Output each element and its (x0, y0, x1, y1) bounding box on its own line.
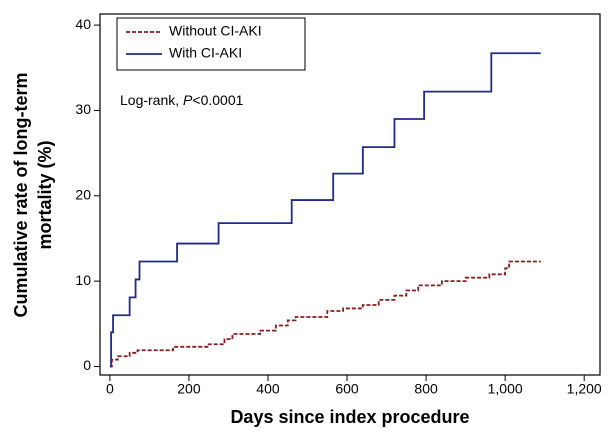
x-tick-label: 200 (177, 381, 201, 397)
x-tick-label: 1,000 (488, 381, 523, 397)
y-tick-label: 0 (83, 357, 91, 373)
legend-label: Without CI-AKI (169, 23, 262, 39)
legend-label: With CI-AKI (169, 45, 242, 61)
km-curve (109, 52, 541, 368)
legend-box (116, 17, 306, 71)
plot-frame (99, 13, 601, 376)
annotation-text: <0.0001 (192, 92, 243, 108)
y-tick-label: 40 (75, 16, 91, 32)
annotation: Log-rank, P<0.0001 (120, 92, 244, 108)
annotation-text: Log-rank, (120, 92, 183, 108)
x-tick-label: 800 (414, 381, 438, 397)
x-tick-label: 400 (256, 381, 280, 397)
y-tick-label: 10 (75, 272, 91, 288)
annotation-text: P (183, 92, 193, 108)
y-tick-label: 20 (75, 186, 91, 202)
y-tick-label: 30 (75, 101, 91, 117)
x-tick-label: 1,200 (567, 381, 602, 397)
x-axis-label: Days since index procedure (230, 407, 469, 427)
y-axis-label: Cumulative rate of long-term (11, 72, 31, 317)
x-tick-label: 600 (335, 381, 359, 397)
km-curve (109, 260, 541, 368)
y-axis-label: mortality (%) (35, 140, 55, 249)
x-tick-label: 0 (106, 381, 114, 397)
